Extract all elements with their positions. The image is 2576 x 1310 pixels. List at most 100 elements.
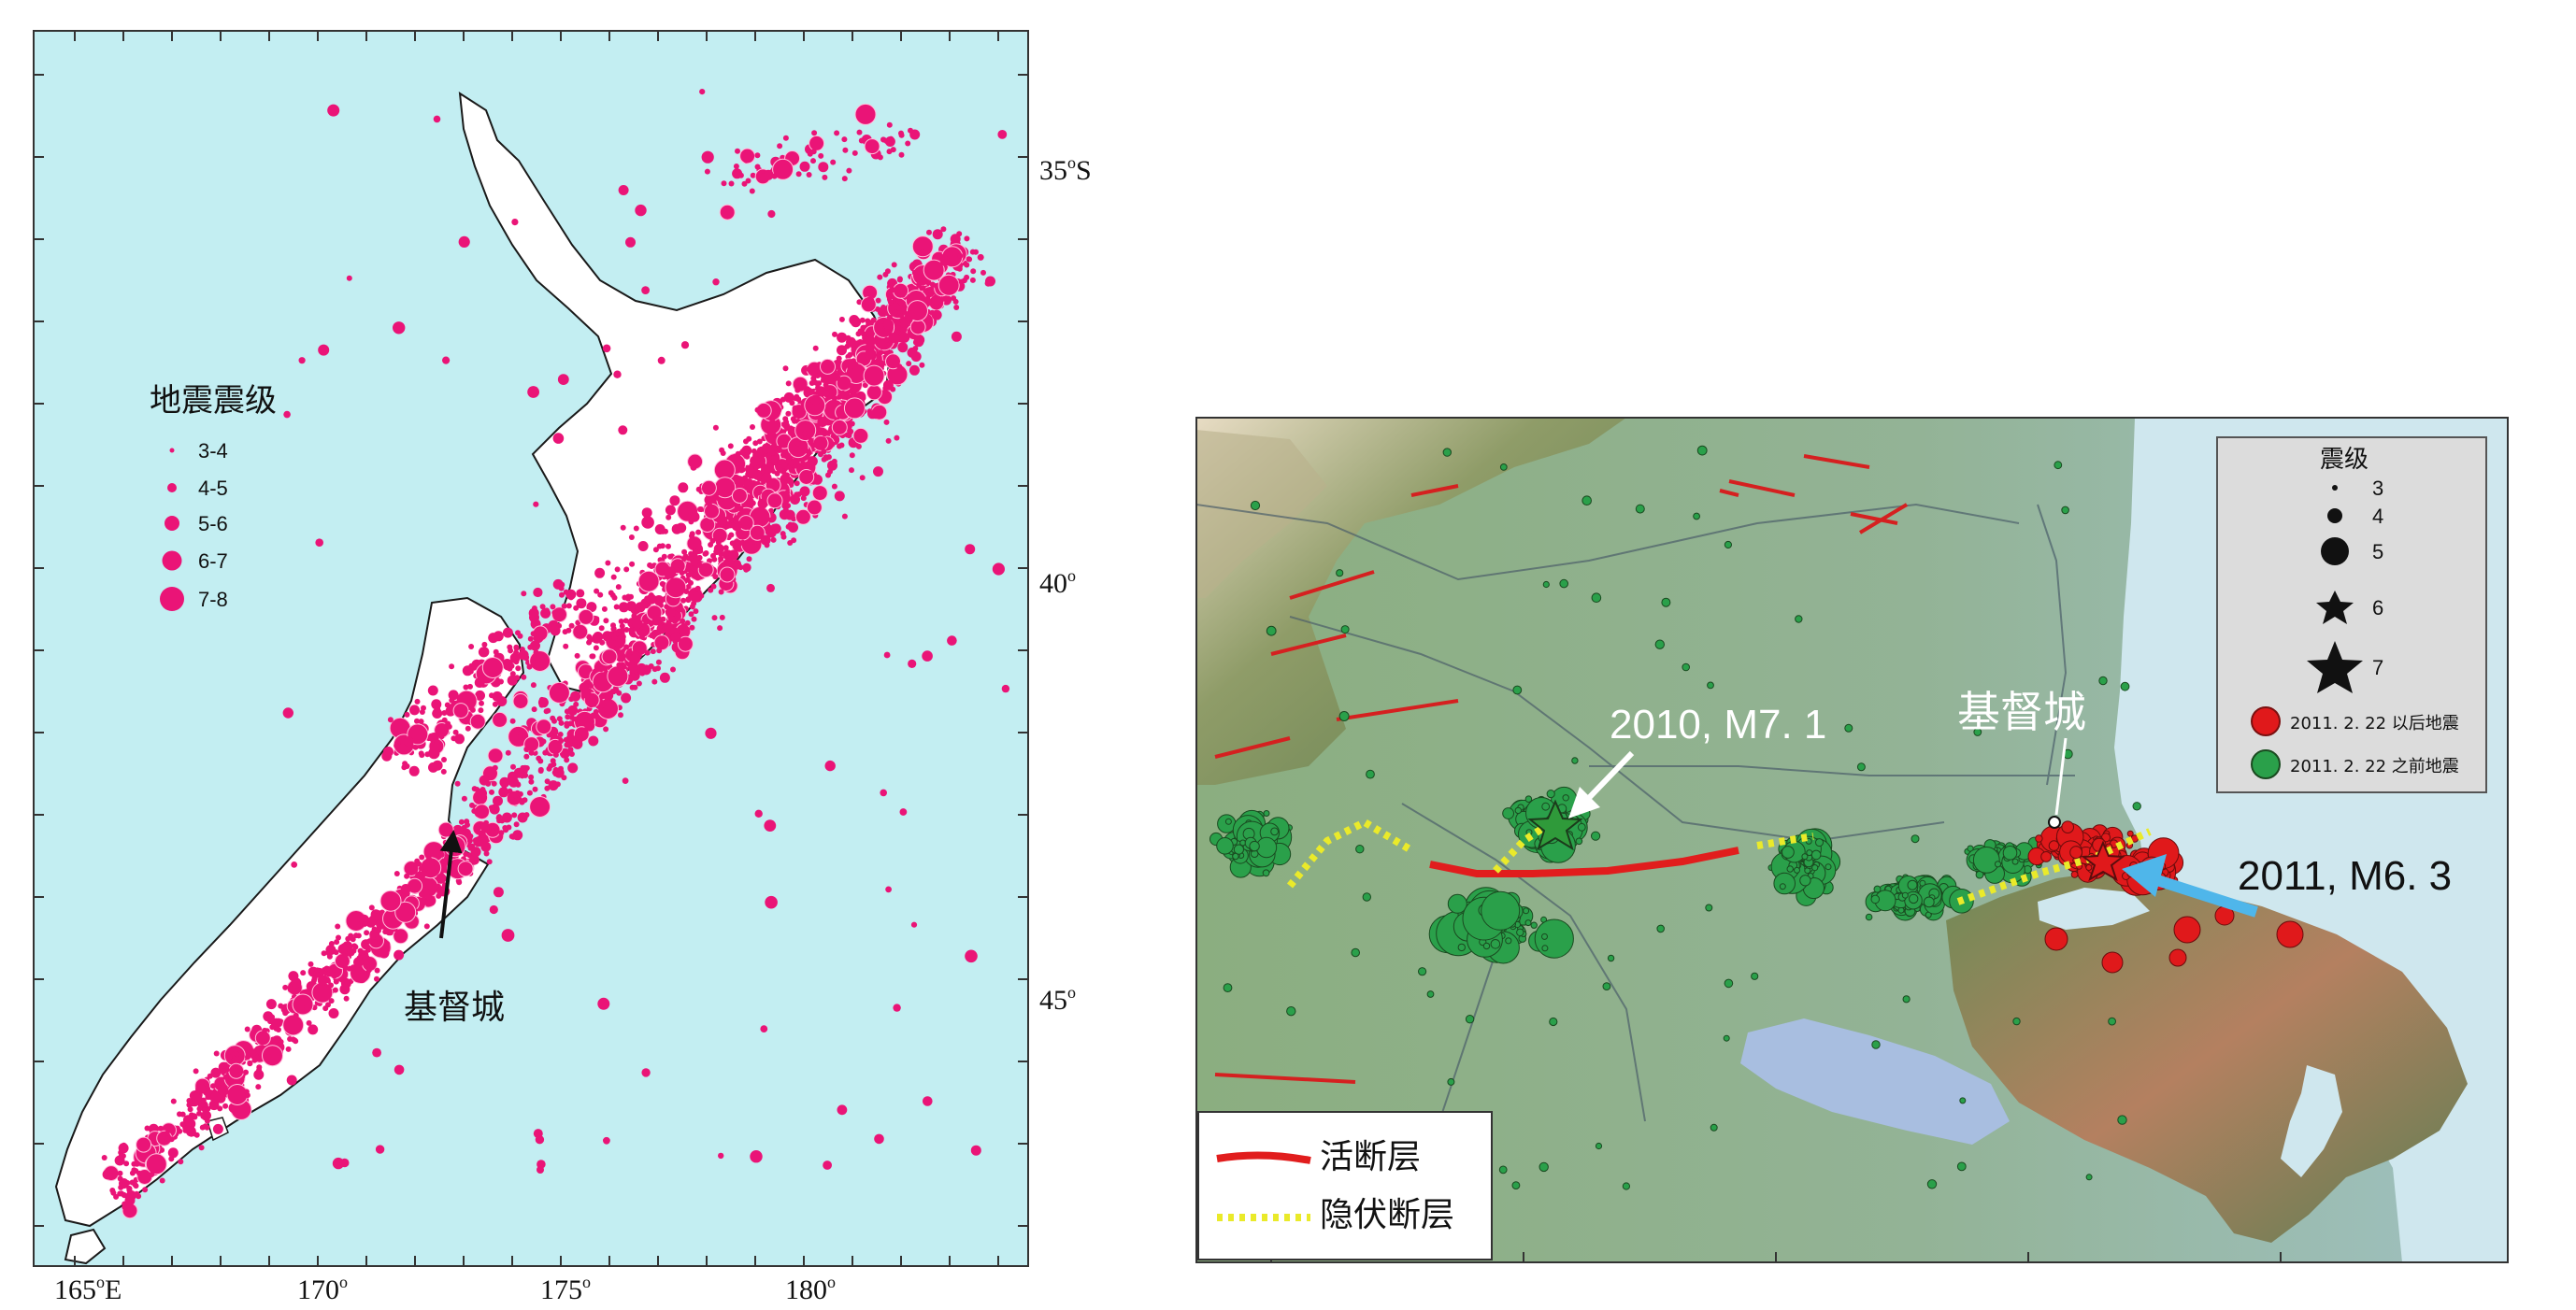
quake-point <box>831 419 848 435</box>
quake-point <box>757 498 768 509</box>
quake-point <box>234 1051 240 1058</box>
quake-point <box>721 180 727 187</box>
quake-point <box>537 697 549 708</box>
quake-point <box>741 180 748 187</box>
quake-point <box>837 332 848 343</box>
quake-point <box>394 743 400 748</box>
quake-point <box>593 632 604 642</box>
fault-legend-box <box>1197 1111 1493 1260</box>
quake-point <box>821 436 827 443</box>
quake-point <box>837 1104 848 1116</box>
quake-point <box>817 417 828 427</box>
quake-point <box>653 634 670 651</box>
quake-point <box>795 171 802 178</box>
quake-point <box>1856 762 1866 772</box>
quake-point <box>323 965 330 972</box>
quake-point <box>719 566 736 583</box>
quake-point <box>681 548 688 555</box>
quake-point <box>489 692 494 699</box>
quake-point <box>628 534 635 540</box>
quake-point <box>576 598 587 609</box>
quake-point <box>710 583 717 590</box>
quake-point <box>196 1105 203 1112</box>
quake-point <box>285 1046 292 1052</box>
quake-point <box>977 253 984 261</box>
quake-point <box>300 970 307 976</box>
quake-point <box>665 543 671 549</box>
quake-point <box>489 789 494 795</box>
quake-point <box>798 381 805 388</box>
quake-point <box>885 437 892 444</box>
quake-point <box>1499 463 1508 471</box>
quake-point <box>643 619 650 625</box>
quake-point <box>283 410 291 419</box>
quake-point <box>1973 728 1982 736</box>
fault-legend-active-label: 活断层 <box>1320 1138 1421 1176</box>
quake-point <box>366 938 373 945</box>
quake-point <box>293 1012 299 1018</box>
quake-point <box>1602 982 1611 990</box>
quake-point <box>905 310 915 321</box>
quake-point <box>449 663 455 670</box>
quake-point <box>404 763 410 769</box>
quake-point <box>973 249 979 255</box>
quake-point <box>1465 1015 1475 1024</box>
quake-point <box>729 540 736 547</box>
quake-point <box>874 1133 884 1145</box>
quake-point <box>574 652 580 659</box>
quake-point <box>1223 983 1233 992</box>
quake-point <box>750 455 761 466</box>
quake-point <box>748 468 759 479</box>
quake-point <box>244 1026 250 1032</box>
quake-point <box>221 1068 227 1075</box>
quake-point <box>911 269 918 276</box>
quake-point <box>713 543 724 554</box>
quake-point <box>515 630 521 636</box>
quake-point <box>589 653 595 660</box>
quake-point <box>885 886 892 893</box>
quake-point <box>603 618 609 624</box>
quake-point <box>483 850 490 857</box>
quake-point <box>614 645 621 651</box>
quake-point <box>282 984 289 990</box>
quake-point <box>339 984 351 995</box>
quake-point <box>884 342 891 349</box>
quake-point <box>1682 662 1690 672</box>
quake-point <box>846 167 852 174</box>
quake-point <box>369 933 376 940</box>
quake-point <box>269 1014 276 1020</box>
quake-point <box>255 1084 262 1090</box>
quake-point <box>563 736 569 743</box>
quake-point <box>110 1189 117 1196</box>
quake-point <box>364 930 370 936</box>
quake-point <box>650 648 656 655</box>
quake-point <box>469 697 476 704</box>
lon-label-175: 175o <box>540 1273 591 1305</box>
quake-point <box>615 584 622 591</box>
quake-point <box>757 447 763 453</box>
quake-point <box>680 622 687 629</box>
quake-point <box>782 475 789 481</box>
quake-point <box>2126 830 2134 837</box>
right-legend-dot-3 <box>2332 485 2338 491</box>
legend-dot-4-5 <box>167 483 177 492</box>
quake-point <box>598 625 605 632</box>
quake-point <box>765 895 778 909</box>
quake-point <box>689 511 700 522</box>
quake-point <box>806 499 823 516</box>
quake-point <box>768 507 774 514</box>
quake-point <box>880 789 887 797</box>
quake-point <box>478 647 489 658</box>
quake-point <box>311 975 318 982</box>
quake-point <box>550 604 556 610</box>
quake-point <box>809 380 815 386</box>
quake-point <box>1811 864 1819 872</box>
right-legend-after-label: 2011. 2. 22 以后地震 <box>2290 714 2459 733</box>
quake-point <box>327 104 340 117</box>
latitude-labels: 35oS 40o 45o <box>1039 153 1092 1016</box>
hidden-fault-lines <box>1286 818 2152 905</box>
quake-point <box>465 725 471 732</box>
quake-point <box>622 777 629 784</box>
quake-point <box>262 1027 268 1033</box>
quake-point <box>245 1054 250 1061</box>
